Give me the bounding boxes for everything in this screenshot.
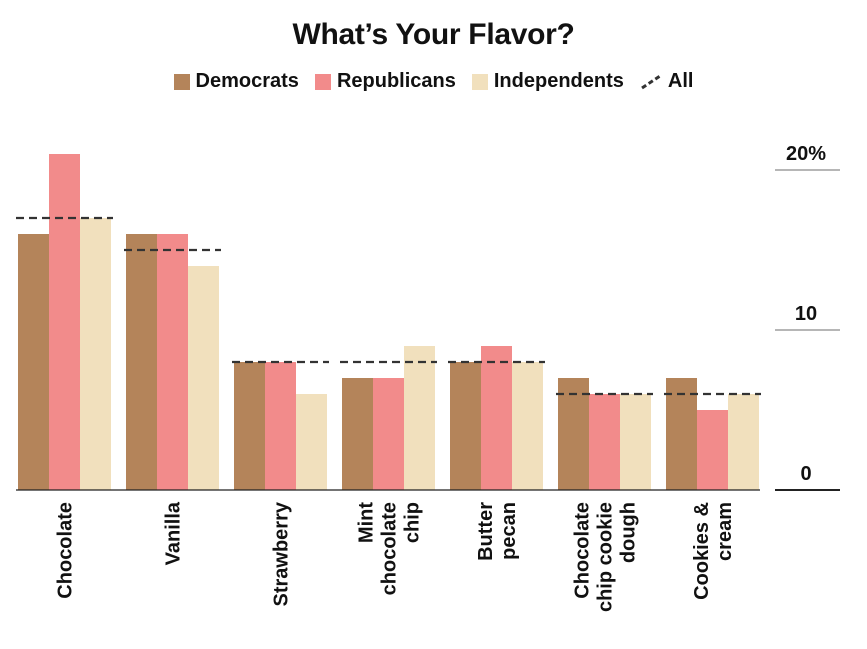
chart-title: What’s Your Flavor? xyxy=(292,18,575,51)
bar-democrats-1 xyxy=(126,234,157,490)
bar-independents-3 xyxy=(404,346,435,490)
bar-independents-4 xyxy=(512,362,543,490)
category-label-3-1: chocolate xyxy=(379,502,401,595)
legend-label-independents: Independents xyxy=(493,70,624,92)
bar-republicans-5 xyxy=(589,394,620,490)
y-tick-label-0: 0 xyxy=(800,463,811,485)
y-tick-label-2: 20% xyxy=(786,143,826,165)
bar-republicans-6 xyxy=(697,410,728,490)
legend-item-independents: Independents xyxy=(471,70,624,93)
bar-republicans-1 xyxy=(157,234,188,490)
bar-democrats-5 xyxy=(558,378,589,490)
category-label-6-1: cream xyxy=(714,502,736,561)
bar-independents-2 xyxy=(296,394,327,490)
category-label-5-0: Chocolate xyxy=(572,502,594,599)
legend-item-republicans: Republicans xyxy=(314,70,456,93)
category-label-4-0: Butter xyxy=(475,502,497,561)
legend-swatch-independents xyxy=(471,73,488,90)
bar-independents-0 xyxy=(80,218,111,490)
category-label-5-2: dough xyxy=(618,502,640,563)
bar-republicans-2 xyxy=(265,362,296,490)
bar-republicans-3 xyxy=(373,378,404,490)
category-label-5-1: chip cookie xyxy=(595,502,617,612)
category-label-0-0: Chocolate xyxy=(55,502,77,599)
bar-independents-5 xyxy=(620,394,651,490)
legend-label-republicans: Republicans xyxy=(336,70,456,92)
bar-independents-6 xyxy=(728,394,759,490)
category-label-4-1: pecan xyxy=(498,502,520,560)
bar-democrats-2 xyxy=(234,362,265,490)
legend-label-democrats: Democrats xyxy=(195,70,299,92)
category-label-3-0: Mint xyxy=(356,502,378,543)
bar-democrats-6 xyxy=(666,378,697,490)
bar-democrats-3 xyxy=(342,378,373,490)
legend-label-all: All xyxy=(667,70,694,92)
bar-democrats-0 xyxy=(18,234,49,490)
category-label-1-0: Vanilla xyxy=(163,501,185,565)
category-label-2-0: Strawberry xyxy=(271,501,293,606)
y-tick-label-1: 10 xyxy=(795,303,817,325)
legend-swatch-democrats xyxy=(173,73,190,90)
bar-democrats-4 xyxy=(450,362,481,490)
legend-item-democrats: Democrats xyxy=(173,70,299,93)
bar-republicans-0 xyxy=(49,154,80,490)
legend: Democrats Republicans Independents All xyxy=(0,70,867,93)
category-label-6-0: Cookies & xyxy=(691,502,713,600)
category-label-3-2: chip xyxy=(402,502,424,543)
legend-item-all: All xyxy=(640,70,694,93)
bar-republicans-4 xyxy=(481,346,512,490)
bar-independents-1 xyxy=(188,266,219,490)
legend-swatch-republicans xyxy=(314,73,331,90)
legend-dashed-line-icon xyxy=(641,74,661,89)
